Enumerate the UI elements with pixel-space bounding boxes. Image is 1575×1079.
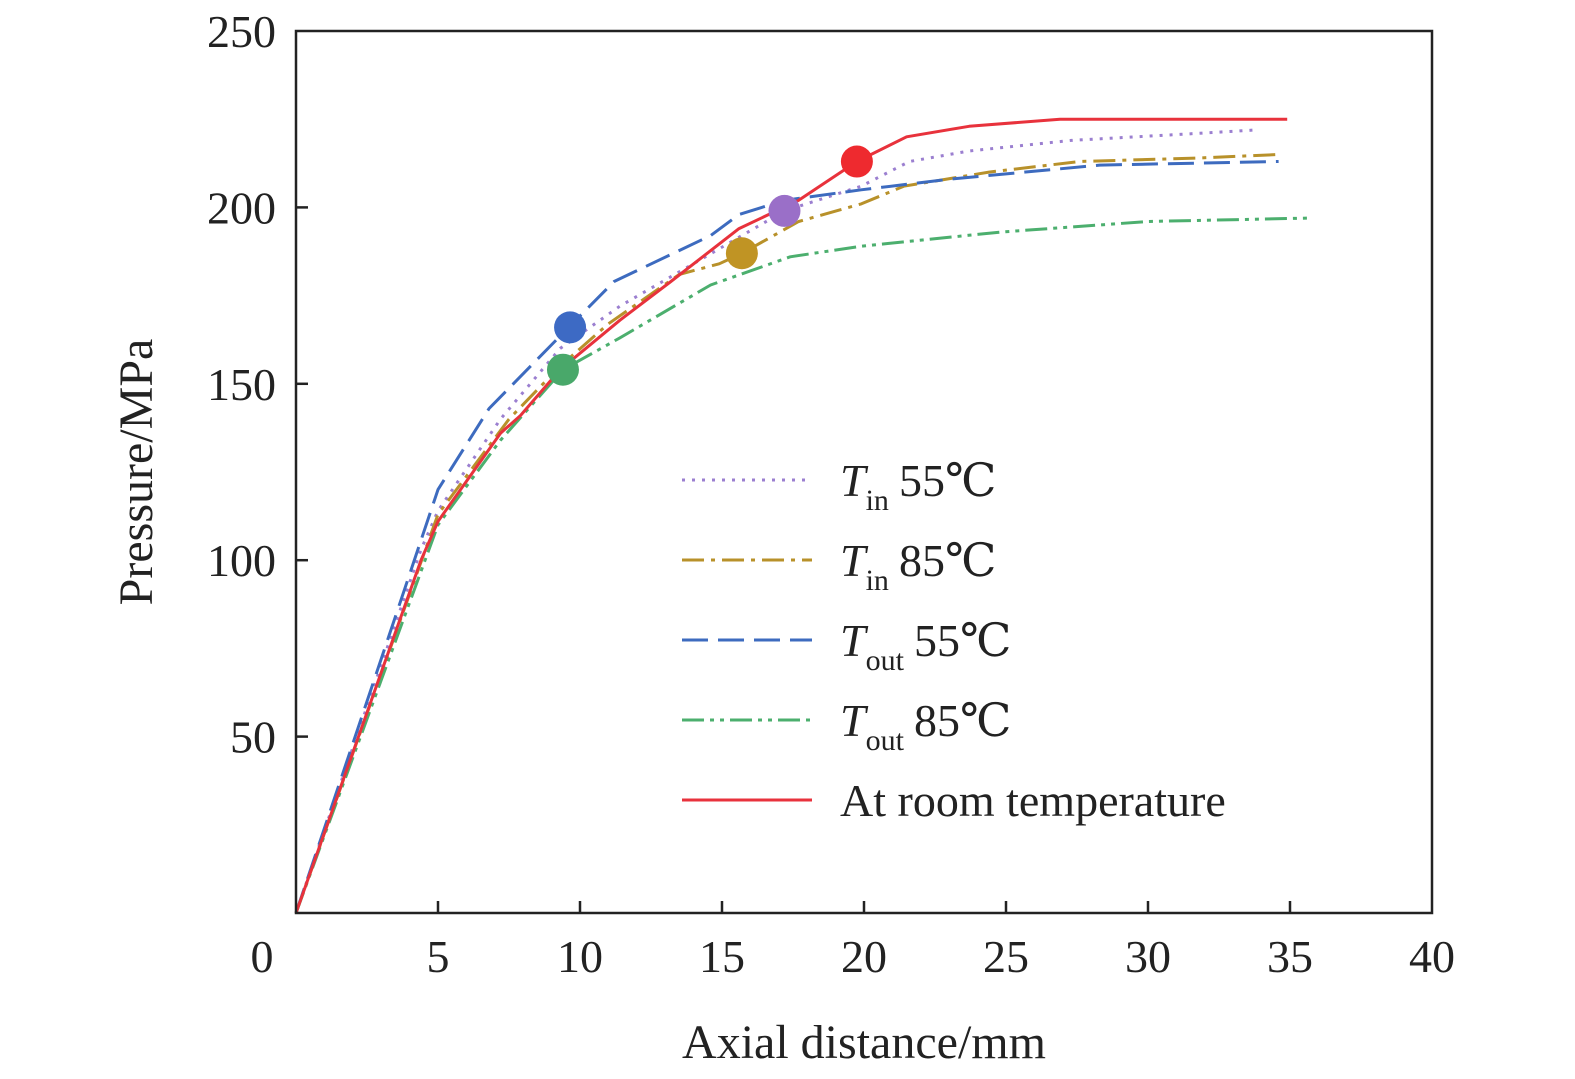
legend-label: At room temperature: [840, 775, 1226, 826]
legend-temp: 55℃: [914, 615, 1011, 666]
y-tick-label: 250: [207, 6, 276, 57]
y-tick-label: 200: [207, 182, 276, 233]
legend-subscript: out: [866, 724, 905, 757]
y-axis-label: Pressure/MPa: [110, 339, 163, 606]
x-tick-label: 40: [1409, 931, 1455, 982]
series-marker: [840, 145, 873, 178]
series-line: [294, 160, 1279, 914]
marker-layer: [546, 145, 873, 386]
legend-label: Tout 85℃: [840, 695, 1011, 757]
legend-symbol: T: [840, 455, 869, 506]
legend-temp: At room temperature: [840, 775, 1226, 826]
legend-temp: 85℃: [914, 695, 1011, 746]
legend-symbol: T: [840, 535, 869, 586]
legend-subscript: in: [866, 564, 889, 597]
series-line: [294, 117, 1288, 914]
x-axis-label: Axial distance/mm: [682, 1016, 1046, 1069]
series-marker: [768, 194, 801, 227]
legend-subscript: out: [866, 644, 905, 677]
legend-temp: 55℃: [899, 455, 996, 506]
series-line: [294, 216, 1313, 914]
legend-label: Tout 55℃: [840, 615, 1011, 677]
x-tick-label: 15: [699, 931, 745, 982]
y-tick-label: 150: [207, 359, 276, 410]
x-tick-label: 20: [841, 931, 887, 982]
series-marker: [554, 311, 587, 344]
x-tick-label: 10: [557, 931, 603, 982]
series-marker: [725, 237, 758, 270]
x-tick-label: 0: [251, 931, 274, 982]
y-tick-label: 100: [207, 535, 276, 586]
legend: Tin 55℃ Tin 85℃ Tout 55℃ Tout 85℃ At room temper…: [682, 455, 1226, 826]
legend-label: Tin 55℃: [840, 455, 996, 517]
x-tick-label: 35: [1267, 931, 1313, 982]
tick-layer: 0 5 10 15 20 25 30 35 40 50 100 150 200 250: [207, 6, 1455, 982]
legend-symbol: T: [840, 695, 869, 746]
x-tick-label: 5: [427, 931, 450, 982]
series-marker: [546, 353, 579, 386]
legend-subscript: in: [866, 484, 889, 517]
x-tick-label: 30: [1125, 931, 1171, 982]
legend-symbol: T: [840, 615, 869, 666]
legend-temp: 85℃: [899, 535, 996, 586]
y-tick-label: 50: [230, 712, 276, 763]
legend-label: Tin 85℃: [840, 535, 996, 597]
x-tick-label: 25: [983, 931, 1029, 982]
